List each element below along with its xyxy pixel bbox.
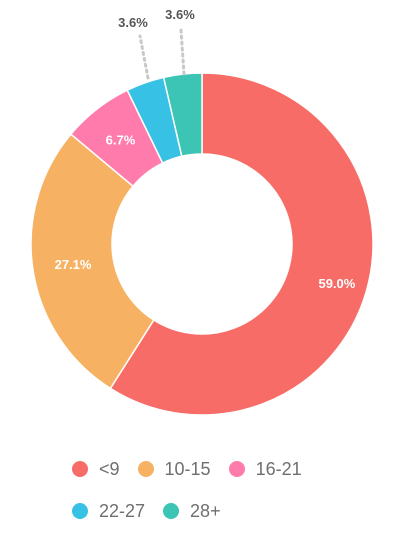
legend-swatch-lt9	[72, 461, 88, 477]
legend-label-16-21: 16-21	[255, 458, 302, 479]
legend-swatch-16-21	[228, 461, 245, 477]
legend-row-2: 22-27 28+	[72, 490, 392, 532]
legend-item-16-21[interactable]: 16-21	[228, 458, 302, 480]
legend-swatch-10-15	[137, 461, 154, 477]
legend-label-22-27: 22-27	[99, 500, 146, 521]
data-label-10-15: 27.1%	[55, 257, 92, 272]
slice-10-15[interactable]	[30, 133, 155, 390]
legend-swatch-22-27	[72, 503, 88, 519]
data-label-28plus: 3.6%	[165, 7, 195, 22]
data-label-22-27: 3.6%	[118, 15, 148, 30]
leader-line-28plus	[179, 28, 186, 76]
legend-swatch-28plus	[163, 503, 180, 519]
legend-item-lt9[interactable]: <9	[72, 459, 120, 480]
data-label-lt9: 59.0%	[318, 276, 355, 291]
slice-28plus[interactable]	[162, 72, 203, 158]
legend-label-10-15: 10-15	[164, 458, 211, 479]
donut-chart: 59.0% 27.1% 6.7% 3.6% 3.6%	[30, 7, 374, 416]
slice-lt9[interactable]	[109, 72, 374, 416]
legend-label-lt9: <9	[99, 458, 120, 479]
legend-label-28plus: 28+	[190, 500, 221, 521]
legend: <9 10-15 16-21 22-27 28+	[72, 448, 392, 532]
legend-item-10-15[interactable]: 10-15	[137, 458, 211, 480]
legend-item-28plus[interactable]: 28+	[163, 501, 221, 522]
legend-item-22-27[interactable]: 22-27	[72, 501, 145, 522]
data-label-16-21: 6.7%	[106, 133, 136, 148]
legend-row-1: <9 10-15 16-21	[72, 448, 392, 490]
leader-line-22-27	[138, 34, 150, 80]
